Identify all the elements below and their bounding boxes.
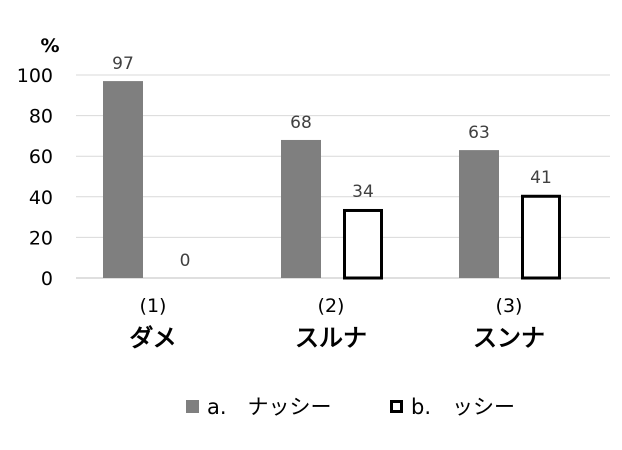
data-label-b-3: 41 [530, 168, 552, 188]
y-axis-ticks: 0 20 40 60 80 100 [17, 65, 53, 290]
data-label-a-1: 97 [112, 54, 134, 74]
y-tick-0: 0 [41, 268, 53, 290]
x-label-name-3: スンナ [473, 324, 545, 352]
bar-b-2 [343, 208, 383, 280]
y-tick-20: 20 [29, 227, 53, 249]
y-tick-80: 80 [29, 106, 53, 128]
bar-a-1 [103, 81, 143, 278]
y-tick-40: 40 [29, 187, 53, 209]
data-label-a-3: 63 [468, 123, 490, 143]
x-label-name-1: ダメ [129, 324, 176, 352]
x-axis-labels: (1) ダメ (2) スルナ (3) スンナ [129, 295, 545, 352]
bar-a-2 [281, 139, 321, 278]
y-tick-100: 100 [17, 65, 53, 87]
data-label-b-2: 34 [352, 182, 374, 202]
legend: a. ナッシー b. ッシー [0, 388, 622, 424]
x-label-number-3: (3) [496, 295, 523, 317]
bars [103, 81, 561, 280]
x-label-name-2: スルナ [295, 324, 367, 352]
legend-item-b: b. ッシー [390, 388, 515, 424]
y-unit-label: % [40, 35, 59, 57]
legend-swatch-a [186, 399, 199, 413]
legend-item-a: a. ナッシー [186, 388, 332, 424]
legend-label-b: b. ッシー [411, 395, 516, 419]
y-tick-60: 60 [29, 146, 53, 168]
x-label-number-1: (1) [140, 295, 167, 317]
bar-chart: 0 20 40 60 80 100 % 97 0 68 34 63 41 (1) ダメ (2) スルナ (3… [17, 35, 610, 352]
legend-label-a: a. ナッシー [207, 395, 332, 419]
data-label-b-1: 0 [180, 251, 191, 271]
bar-a-3 [459, 150, 499, 278]
bar-b-3 [521, 194, 561, 280]
data-label-a-2: 68 [290, 113, 312, 133]
legend-swatch-b [390, 399, 403, 413]
data-labels: 97 0 68 34 63 41 [112, 54, 552, 271]
x-label-number-2: (2) [318, 295, 345, 317]
